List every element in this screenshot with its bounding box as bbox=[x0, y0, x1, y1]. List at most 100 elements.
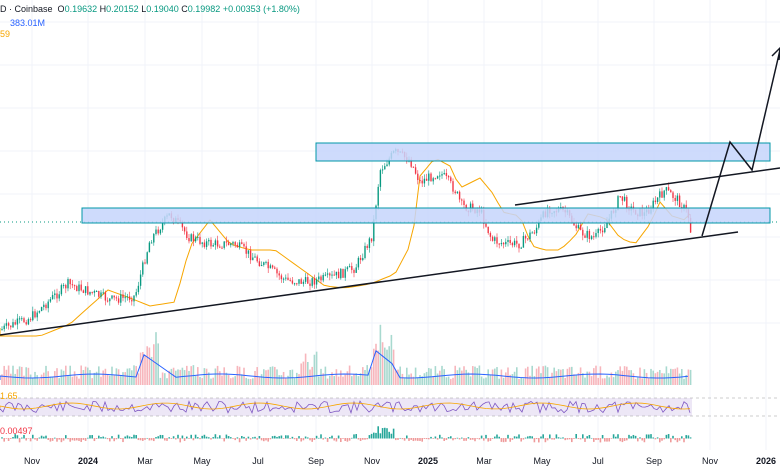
volume-bar bbox=[357, 376, 360, 385]
macd-bar bbox=[223, 438, 225, 442]
macd-bar bbox=[551, 438, 553, 440]
projection-arrowhead bbox=[771, 46, 780, 61]
volume-bar bbox=[168, 370, 170, 385]
candle-body bbox=[100, 292, 102, 297]
candle-body bbox=[60, 285, 63, 295]
macd-bar bbox=[687, 435, 690, 439]
macd-bar bbox=[84, 438, 87, 441]
macd-bar bbox=[190, 434, 192, 439]
macd-bar bbox=[117, 434, 120, 439]
close-value: 0.19982 bbox=[187, 4, 221, 14]
candle-body bbox=[210, 239, 212, 247]
candle-body bbox=[337, 271, 340, 279]
volume-bar bbox=[45, 365, 47, 385]
volume-bar bbox=[564, 378, 566, 385]
macd-bar bbox=[313, 438, 316, 440]
candle-body bbox=[674, 197, 676, 201]
macd-bar bbox=[511, 438, 514, 440]
macd-bar bbox=[188, 438, 190, 439]
volume-bar bbox=[203, 368, 206, 385]
candle-body bbox=[126, 296, 129, 298]
macd-bar bbox=[179, 438, 181, 443]
candle-body bbox=[219, 246, 221, 248]
candle-body bbox=[199, 236, 201, 244]
candle-body bbox=[324, 274, 327, 276]
macd-bar bbox=[54, 437, 56, 439]
candle-body bbox=[296, 283, 298, 285]
macd-bar bbox=[566, 438, 569, 440]
volume-bar bbox=[472, 366, 474, 385]
volume-bar bbox=[568, 367, 571, 385]
macd-bar bbox=[249, 438, 252, 440]
volume-bar bbox=[320, 368, 322, 385]
macd-bar bbox=[311, 438, 313, 442]
volume-bar bbox=[584, 377, 586, 385]
volume-bar bbox=[293, 378, 296, 385]
candle-body bbox=[111, 295, 113, 299]
candle-body bbox=[3, 325, 5, 330]
volume-bar bbox=[524, 368, 527, 385]
candle-body bbox=[626, 196, 628, 209]
candle-body bbox=[243, 243, 245, 247]
macd-bar bbox=[315, 435, 318, 439]
candle-body bbox=[318, 276, 320, 280]
volume-bar bbox=[518, 378, 520, 385]
macd-bar bbox=[419, 438, 421, 441]
macd-bar bbox=[381, 428, 384, 439]
candle-body bbox=[34, 311, 36, 318]
macd-bar bbox=[408, 438, 410, 441]
volume-bar bbox=[597, 377, 599, 385]
rsi-signal-line bbox=[0, 402, 691, 410]
volume-bar bbox=[513, 371, 516, 385]
volume-bar bbox=[131, 370, 133, 385]
macd-bar bbox=[445, 438, 448, 441]
volume-bar bbox=[531, 365, 533, 385]
macd-bar bbox=[575, 434, 577, 439]
macd-bar bbox=[278, 436, 280, 439]
candle-body bbox=[663, 190, 665, 198]
volume-bar bbox=[434, 366, 437, 385]
volume-bar bbox=[309, 369, 311, 385]
volume-bar bbox=[232, 377, 234, 385]
macd-bar bbox=[375, 432, 377, 439]
volume-bar bbox=[230, 378, 232, 385]
candle-body bbox=[225, 241, 228, 243]
volume-bar bbox=[632, 373, 635, 385]
volume-bar bbox=[485, 377, 487, 385]
macd-bar bbox=[540, 436, 542, 439]
resistance-zone bbox=[315, 142, 771, 162]
macd-bar bbox=[3, 438, 5, 442]
volume-bar bbox=[465, 369, 467, 385]
candle-body bbox=[366, 245, 368, 249]
volume-bar bbox=[388, 346, 390, 385]
candle-body bbox=[230, 243, 232, 246]
macd-bar bbox=[370, 433, 373, 439]
candle-body bbox=[491, 236, 494, 241]
macd-bar bbox=[23, 434, 25, 439]
macd-bar bbox=[302, 438, 305, 441]
macd-bar bbox=[45, 435, 47, 439]
candle-body bbox=[194, 237, 197, 242]
candle-body bbox=[84, 286, 87, 293]
macd-bar bbox=[47, 438, 49, 440]
volume-bar bbox=[78, 378, 80, 385]
volume-bar bbox=[533, 376, 536, 385]
macd-bar bbox=[38, 437, 41, 439]
candle-body bbox=[582, 229, 584, 236]
volume-bar bbox=[54, 371, 56, 385]
candle-body bbox=[58, 294, 60, 299]
macd-bar bbox=[100, 437, 102, 439]
macd-bar bbox=[483, 438, 485, 441]
candle-body bbox=[342, 268, 344, 278]
volume-bar bbox=[82, 370, 85, 385]
candle-body bbox=[434, 178, 437, 180]
volume-bar bbox=[14, 373, 16, 385]
volume-bar bbox=[663, 373, 665, 385]
macd-bar bbox=[450, 436, 452, 439]
candle-body bbox=[333, 274, 335, 276]
volume-bar bbox=[529, 375, 531, 385]
candle-body bbox=[452, 181, 454, 192]
volume-bar bbox=[282, 371, 285, 385]
macd-bar bbox=[331, 435, 333, 439]
